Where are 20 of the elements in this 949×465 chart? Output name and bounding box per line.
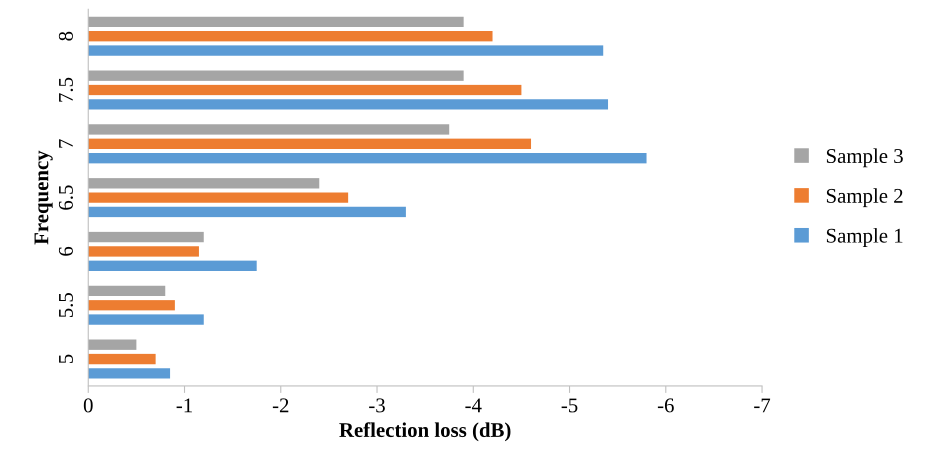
x-tick-label: -2: [272, 398, 288, 412]
x-tick-label: -4: [465, 398, 482, 412]
legend-label: Sample 3: [826, 148, 903, 168]
y-tick-label: 7: [59, 139, 73, 148]
x-tick-label: -6: [658, 398, 674, 412]
y-tick-label: 7.5: [59, 78, 74, 102]
y-axis-title: Frequency: [34, 150, 53, 245]
x-tick-label: -7: [754, 398, 770, 412]
x-tick-label: -5: [562, 398, 578, 412]
x-axis-title: Reflection loss (dB): [339, 422, 510, 442]
y-tick-label: 8: [58, 32, 73, 41]
legend-label: Sample 2: [826, 188, 902, 208]
y-tick-label: 5: [59, 354, 73, 364]
x-tick-label: 0: [84, 398, 93, 412]
y-tick-label: 6.5: [58, 185, 74, 210]
y-tick-label: 5.5: [59, 293, 74, 318]
y-tick-label: 6: [58, 246, 73, 256]
x-tick-label: -3: [369, 398, 385, 412]
legend-label: Sample 1: [826, 228, 902, 247]
x-tick-label: -1: [176, 398, 192, 412]
